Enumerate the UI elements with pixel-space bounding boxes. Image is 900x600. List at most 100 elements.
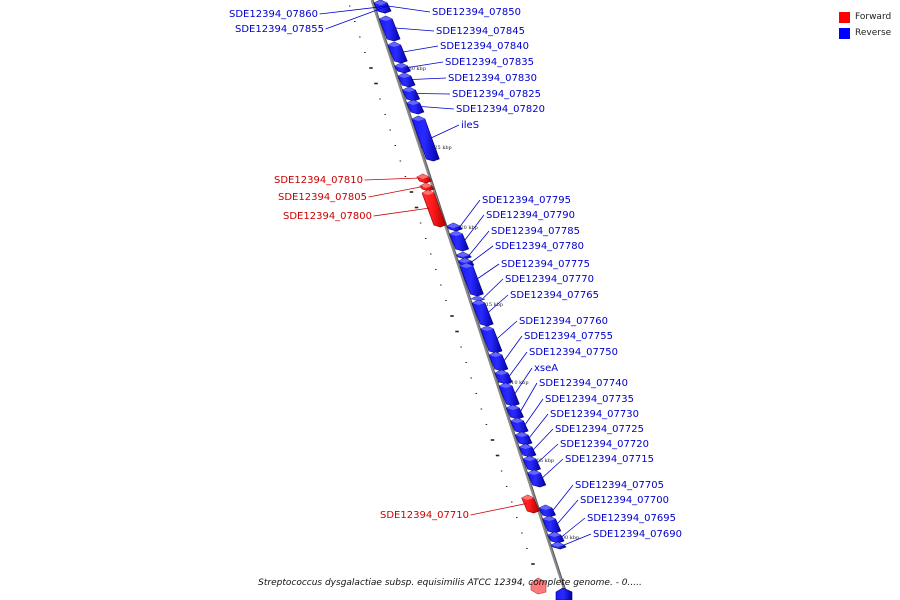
gene-label-text: SDE12394_07735 <box>545 394 634 405</box>
gene-sde12394-07845[interactable] <box>378 15 401 42</box>
reverse-swatch <box>839 27 850 39</box>
label-leader-line <box>541 458 564 479</box>
gene-sde12394-07770[interactable] <box>470 295 486 302</box>
gene-label-sde12394-07855[interactable]: SDE12394_07855 <box>235 5 389 35</box>
gene-sde12394-07820[interactable] <box>406 99 425 115</box>
gene-sde12394-07790[interactable] <box>449 230 470 252</box>
gene-sde12394-07755[interactable] <box>488 351 509 372</box>
gene-label-sde12394-07735[interactable]: SDE12394_07735 <box>524 394 634 426</box>
gene-sde12394-07740[interactable] <box>505 404 524 420</box>
label-leader-line <box>387 5 431 13</box>
gene-label-text: SDE12394_07780 <box>495 241 584 252</box>
gene-xsea[interactable] <box>498 382 520 407</box>
gene-label-sde12394-07820[interactable]: SDE12394_07820 <box>420 104 545 115</box>
gene-sde12394-07730[interactable] <box>514 431 533 446</box>
gene-sde12394-07830[interactable] <box>397 72 416 88</box>
gene-label-sde12394-07760[interactable]: SDE12394_07760 <box>496 316 608 340</box>
gene-label-sde12394-07845[interactable]: SDE12394_07845 <box>395 26 525 37</box>
gene-label-sde12394-07800[interactable]: SDE12394_07800 <box>283 207 431 222</box>
gene-sde12394-07705[interactable] <box>538 504 556 518</box>
partial-forward-gene <box>530 577 547 595</box>
label-leader-line <box>464 214 485 241</box>
gene-label-text: SDE12394_07830 <box>448 73 537 84</box>
legend-item-forward: Forward <box>839 9 891 25</box>
gene-label-sde12394-07690[interactable]: SDE12394_07690 <box>563 529 682 546</box>
gene-label-sde12394-07785[interactable]: SDE12394_07785 <box>468 226 580 256</box>
gene-label-sde12394-07840[interactable]: SDE12394_07840 <box>402 41 529 53</box>
label-leader-line <box>402 45 439 53</box>
gene-label-sde12394-07770[interactable]: SDE12394_07770 <box>483 274 594 299</box>
gene-sde12394-07775[interactable] <box>459 262 484 297</box>
gene-cap <box>411 116 425 121</box>
legend-label-forward: Forward <box>855 12 892 22</box>
label-leader-line <box>430 124 460 139</box>
gene-label-sde12394-07755[interactable]: SDE12394_07755 <box>503 331 613 362</box>
gene-label-sde12394-07705[interactable]: SDE12394_07705 <box>552 480 664 511</box>
gene-sde12394-07735[interactable] <box>510 417 529 434</box>
gene-sde12394-07795[interactable] <box>446 222 463 232</box>
gene-label-sde12394-07860[interactable]: SDE12394_07860 <box>229 5 389 20</box>
gene-label-sde12394-07825[interactable]: SDE12394_07825 <box>416 89 541 100</box>
gene-label-text: SDE12394_07800 <box>283 211 372 222</box>
gene-label-sde12394-07720[interactable]: SDE12394_07720 <box>536 439 649 464</box>
gene-label-sde12394-07830[interactable]: SDE12394_07830 <box>411 73 537 84</box>
gene-label-xsea[interactable]: xseA <box>514 363 559 395</box>
gene-sde12394-07690[interactable] <box>550 541 567 550</box>
gene-label-text: SDE12394_07750 <box>529 347 618 358</box>
gene-label-sde12394-07775[interactable]: SDE12394_07775 <box>476 259 590 280</box>
gene-sde12394-07800[interactable] <box>421 189 447 228</box>
gene-label-iles[interactable]: ileS <box>430 120 479 139</box>
label-leader-line <box>368 186 423 198</box>
gene-cap <box>458 258 472 263</box>
gene-label-sde12394-07795[interactable]: SDE12394_07795 <box>459 195 571 227</box>
gene-sde12394-07720[interactable] <box>522 455 541 472</box>
gene-label-text: SDE12394_07785 <box>491 226 580 237</box>
gene-label-sde12394-07765[interactable]: SDE12394_07765 <box>487 290 599 313</box>
gene-label-text: SDE12394_07725 <box>555 424 644 435</box>
gene-sde12394-07710[interactable] <box>521 494 540 514</box>
gene-sde12394-07835[interactable] <box>394 62 411 74</box>
gene-label-sde12394-07805[interactable]: SDE12394_07805 <box>278 186 423 204</box>
gene-sde12394-07695[interactable] <box>547 531 565 544</box>
gene-sde12394-07715[interactable] <box>527 469 547 488</box>
gene-label-sde12394-07750[interactable]: SDE12394_07750 <box>508 347 618 377</box>
gene-sde12394-07840[interactable] <box>387 41 408 64</box>
gene-sde12394-07750[interactable] <box>494 369 513 385</box>
gene-label-text: SDE12394_07855 <box>235 24 324 35</box>
gene-cap <box>422 190 435 195</box>
gene-label-sde12394-07710[interactable]: SDE12394_07710 <box>380 503 527 522</box>
label-leader-line <box>364 177 421 181</box>
gene-label-text: SDE12394_07700 <box>580 495 669 506</box>
gene-label-sde12394-07695[interactable]: SDE12394_07695 <box>561 513 676 538</box>
label-leader-line <box>508 351 528 377</box>
gene-label-sde12394-07790[interactable]: SDE12394_07790 <box>464 210 575 241</box>
gene-label-sde12394-07725[interactable]: SDE12394_07725 <box>532 424 644 451</box>
gene-label-sde12394-07715[interactable]: SDE12394_07715 <box>541 454 654 479</box>
gene-iles[interactable] <box>411 115 440 162</box>
gene-label-text: SDE12394_07820 <box>456 104 545 115</box>
gene-label-sde12394-07850[interactable]: SDE12394_07850 <box>387 5 521 18</box>
gene-sde12394-07825[interactable] <box>402 86 421 102</box>
gene-sde12394-07760[interactable] <box>480 325 503 354</box>
gene-sde12394-07785[interactable] <box>455 251 472 260</box>
gene-cap <box>387 42 401 47</box>
label-leader-line <box>556 499 579 525</box>
gene-label-sde12394-07740[interactable]: SDE12394_07740 <box>520 378 628 412</box>
gene-label-sde12394-07835[interactable]: SDE12394_07835 <box>407 57 534 68</box>
gene-label-sde12394-07730[interactable]: SDE12394_07730 <box>528 409 639 439</box>
gene-label-sde12394-07700[interactable]: SDE12394_07700 <box>556 495 669 525</box>
label-leader-line <box>496 320 518 340</box>
gene-sde12394-07765[interactable] <box>471 299 494 327</box>
gene-label-sde12394-07810[interactable]: SDE12394_07810 <box>274 175 421 186</box>
gene-sde12394-07725[interactable] <box>518 443 537 458</box>
genome-backbone-edge <box>372 0 570 600</box>
gene-cap <box>538 505 552 510</box>
genome-caption: Streptococcus dysgalactiae subsp. equisi… <box>258 578 642 588</box>
label-leader-line <box>373 207 431 217</box>
gene-cap <box>499 383 513 388</box>
gene-label-sde12394-07780[interactable]: SDE12394_07780 <box>471 241 584 263</box>
gene-cap <box>515 432 529 437</box>
gene-sde12394-07700[interactable] <box>542 515 562 534</box>
genes <box>373 0 573 600</box>
